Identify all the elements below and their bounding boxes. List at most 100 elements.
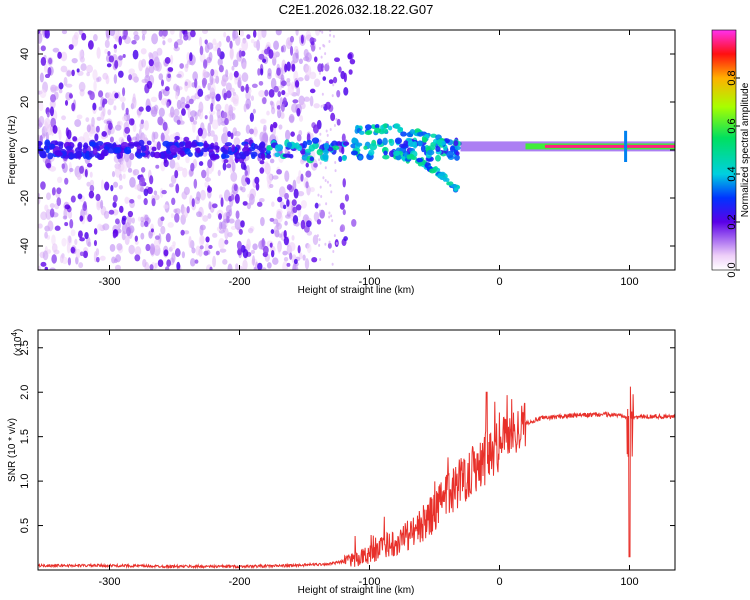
noise-speckle — [101, 100, 105, 108]
noise-speckle — [313, 56, 318, 63]
noise-speckle — [170, 54, 174, 65]
noise-speckle — [54, 225, 61, 231]
noise-speckle — [79, 215, 84, 222]
noise-speckle — [108, 30, 116, 37]
noise-speckle — [295, 30, 299, 36]
noise-speckle — [286, 199, 290, 207]
upper-branch-blob — [381, 128, 389, 134]
noise-speckle — [121, 101, 125, 111]
noise-speckle — [66, 70, 72, 77]
noise-speckle — [283, 204, 287, 210]
noise-speckle — [134, 254, 141, 262]
noise-speckle — [49, 208, 55, 218]
noise-speckle — [157, 116, 164, 126]
noise-speckle — [291, 199, 297, 207]
noise-speckle — [225, 204, 232, 214]
noise-speckle — [151, 198, 156, 207]
noise-speckle — [313, 103, 320, 109]
band-blob — [243, 143, 249, 151]
noise-speckle — [199, 245, 204, 250]
noise-speckle — [326, 62, 329, 66]
band-blob — [136, 148, 142, 154]
noise-speckle — [305, 181, 309, 189]
noise-speckle — [85, 117, 90, 123]
noise-speckle — [189, 116, 195, 123]
noise-speckle — [170, 213, 175, 218]
upper-branch-blob — [393, 123, 401, 130]
noise-speckle — [333, 123, 336, 127]
band-blob — [44, 139, 51, 148]
noise-speckle — [245, 124, 251, 134]
upper-branch-blob — [358, 130, 365, 135]
noise-speckle — [242, 248, 249, 259]
noise-speckle — [269, 242, 273, 248]
upper-branch-blob — [364, 131, 372, 136]
noise-speckle — [60, 65, 68, 73]
diverging-branch-blob — [395, 154, 402, 161]
noise-speckle — [71, 69, 75, 77]
noise-speckle — [347, 53, 353, 60]
noise-speckle — [272, 121, 278, 129]
noise-speckle — [261, 58, 267, 63]
band-blob — [399, 143, 406, 148]
noise-speckle — [188, 80, 192, 88]
noise-speckle — [71, 34, 79, 47]
noise-speckle — [69, 219, 74, 229]
noise-speckle — [53, 249, 60, 255]
noise-speckle — [89, 171, 93, 178]
spectrogram-ylabel: Frequency (Hz) — [7, 116, 18, 185]
spectrogram-ytick-label: -20 — [19, 190, 31, 206]
noise-speckle — [103, 210, 110, 220]
noise-speckle — [234, 218, 242, 231]
noise-speckle — [166, 259, 171, 267]
noise-speckle — [312, 234, 319, 246]
noise-speckle — [322, 103, 325, 107]
noise-speckle — [129, 199, 135, 204]
noise-speckle — [241, 174, 248, 187]
noise-speckle — [210, 102, 214, 113]
noise-speckle — [72, 136, 78, 142]
noise-speckle — [342, 209, 346, 216]
noise-speckle — [286, 61, 291, 72]
noise-speckle — [268, 88, 275, 98]
noise-speckle — [196, 211, 202, 218]
noise-speckle — [227, 263, 233, 270]
noise-speckle — [222, 162, 227, 171]
upper-branch-blob — [409, 128, 416, 135]
noise-speckle — [87, 40, 94, 50]
band-blob — [196, 147, 201, 154]
noise-speckle — [238, 50, 242, 58]
noise-speckle — [132, 49, 139, 60]
noise-speckle — [207, 122, 212, 134]
noise-speckle — [290, 131, 295, 137]
noise-speckle — [206, 56, 212, 63]
noise-speckle — [289, 45, 294, 56]
noise-speckle — [199, 45, 204, 56]
snr-multiplier: (x104) — [10, 329, 24, 356]
noise-speckle — [158, 73, 164, 81]
noise-speckle — [202, 69, 207, 79]
noise-speckle — [269, 217, 275, 222]
noise-speckle — [61, 237, 67, 247]
band-blob — [311, 137, 320, 144]
noise-speckle — [257, 30, 263, 41]
noise-speckle — [160, 97, 168, 106]
noise-speckle — [141, 33, 146, 41]
band-blob — [82, 147, 87, 154]
noise-speckle — [329, 30, 332, 33]
band-blob — [302, 140, 308, 149]
noise-speckle — [340, 224, 346, 233]
band-blob — [133, 141, 140, 147]
noise-speckle — [128, 118, 135, 126]
noise-speckle — [252, 255, 256, 266]
noise-speckle — [94, 133, 99, 142]
noise-speckle — [343, 87, 349, 96]
spectrogram-xtick-label: -200 — [228, 276, 250, 288]
noise-speckle — [173, 108, 180, 117]
noise-speckle — [145, 105, 151, 113]
noise-speckle — [259, 68, 264, 76]
noise-speckle — [320, 104, 323, 108]
noise-speckle — [180, 96, 186, 104]
noise-speckle — [185, 104, 190, 109]
